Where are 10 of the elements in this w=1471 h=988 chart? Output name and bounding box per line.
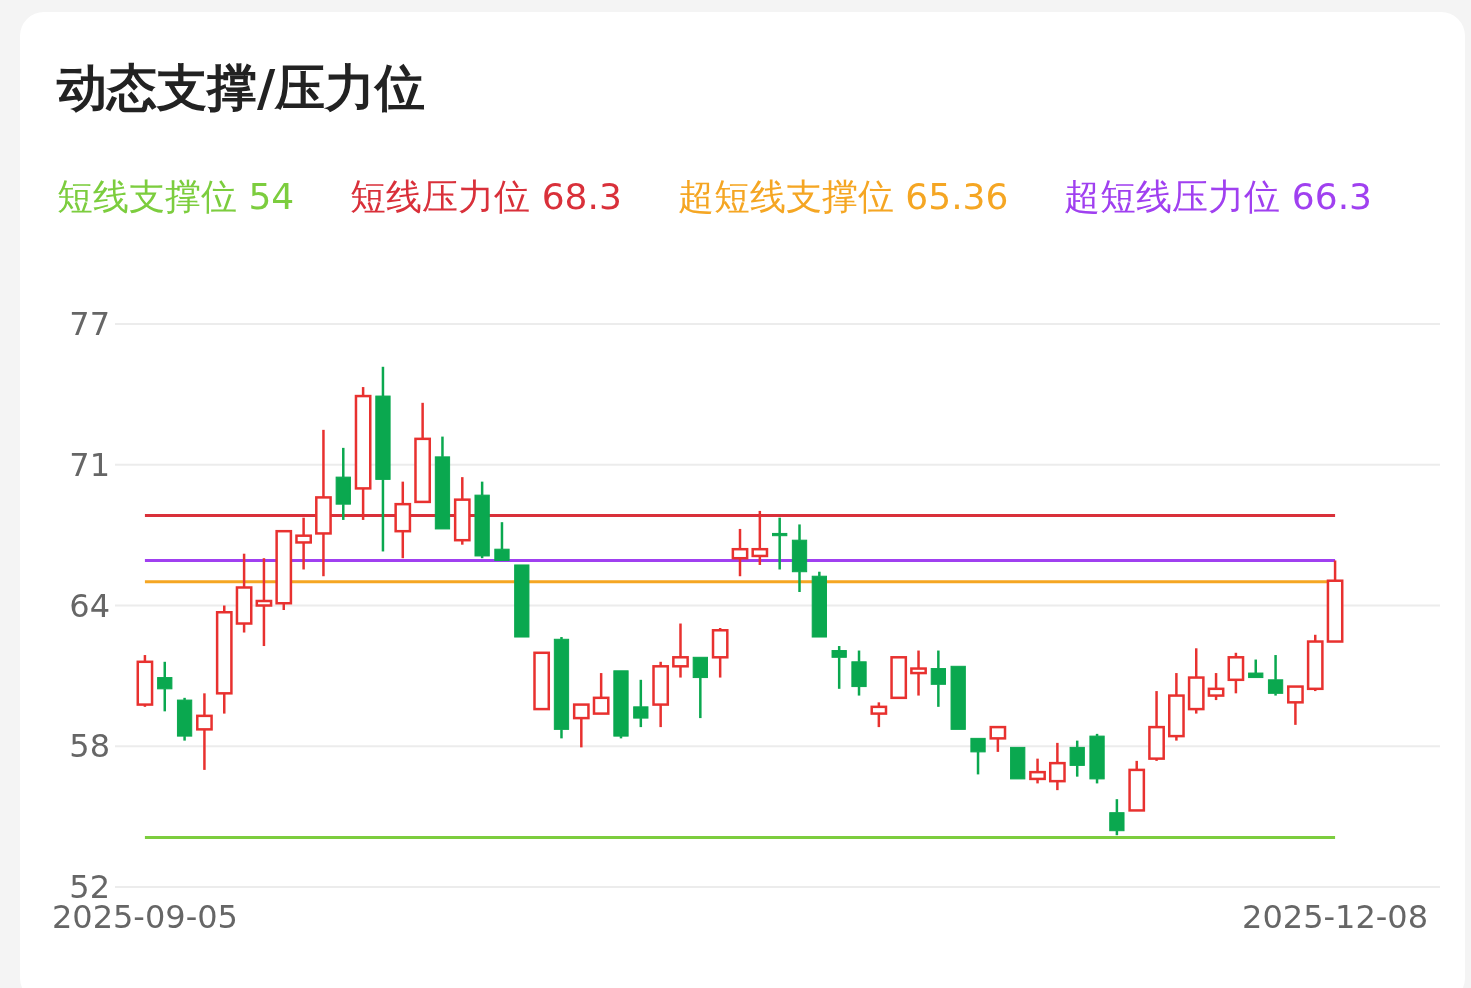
x-tick-label: 2025-12-08	[1242, 898, 1429, 936]
ref-line-label: 短线压力位 68.3	[350, 176, 622, 217]
ref-line-label: 超短线压力位 66.3	[1064, 176, 1372, 217]
ref-line-label: 超短线支撑位 65.36	[677, 176, 1009, 217]
chart-title: 动态支撑/压力位	[57, 58, 426, 119]
y-tick-label: 64	[69, 586, 110, 625]
y-tick-label: 71	[69, 445, 110, 484]
y-tick-label: 77	[69, 305, 110, 343]
y-tick-label: 58	[69, 727, 110, 766]
ref-line-label: 短线支撑位 54	[57, 176, 295, 217]
